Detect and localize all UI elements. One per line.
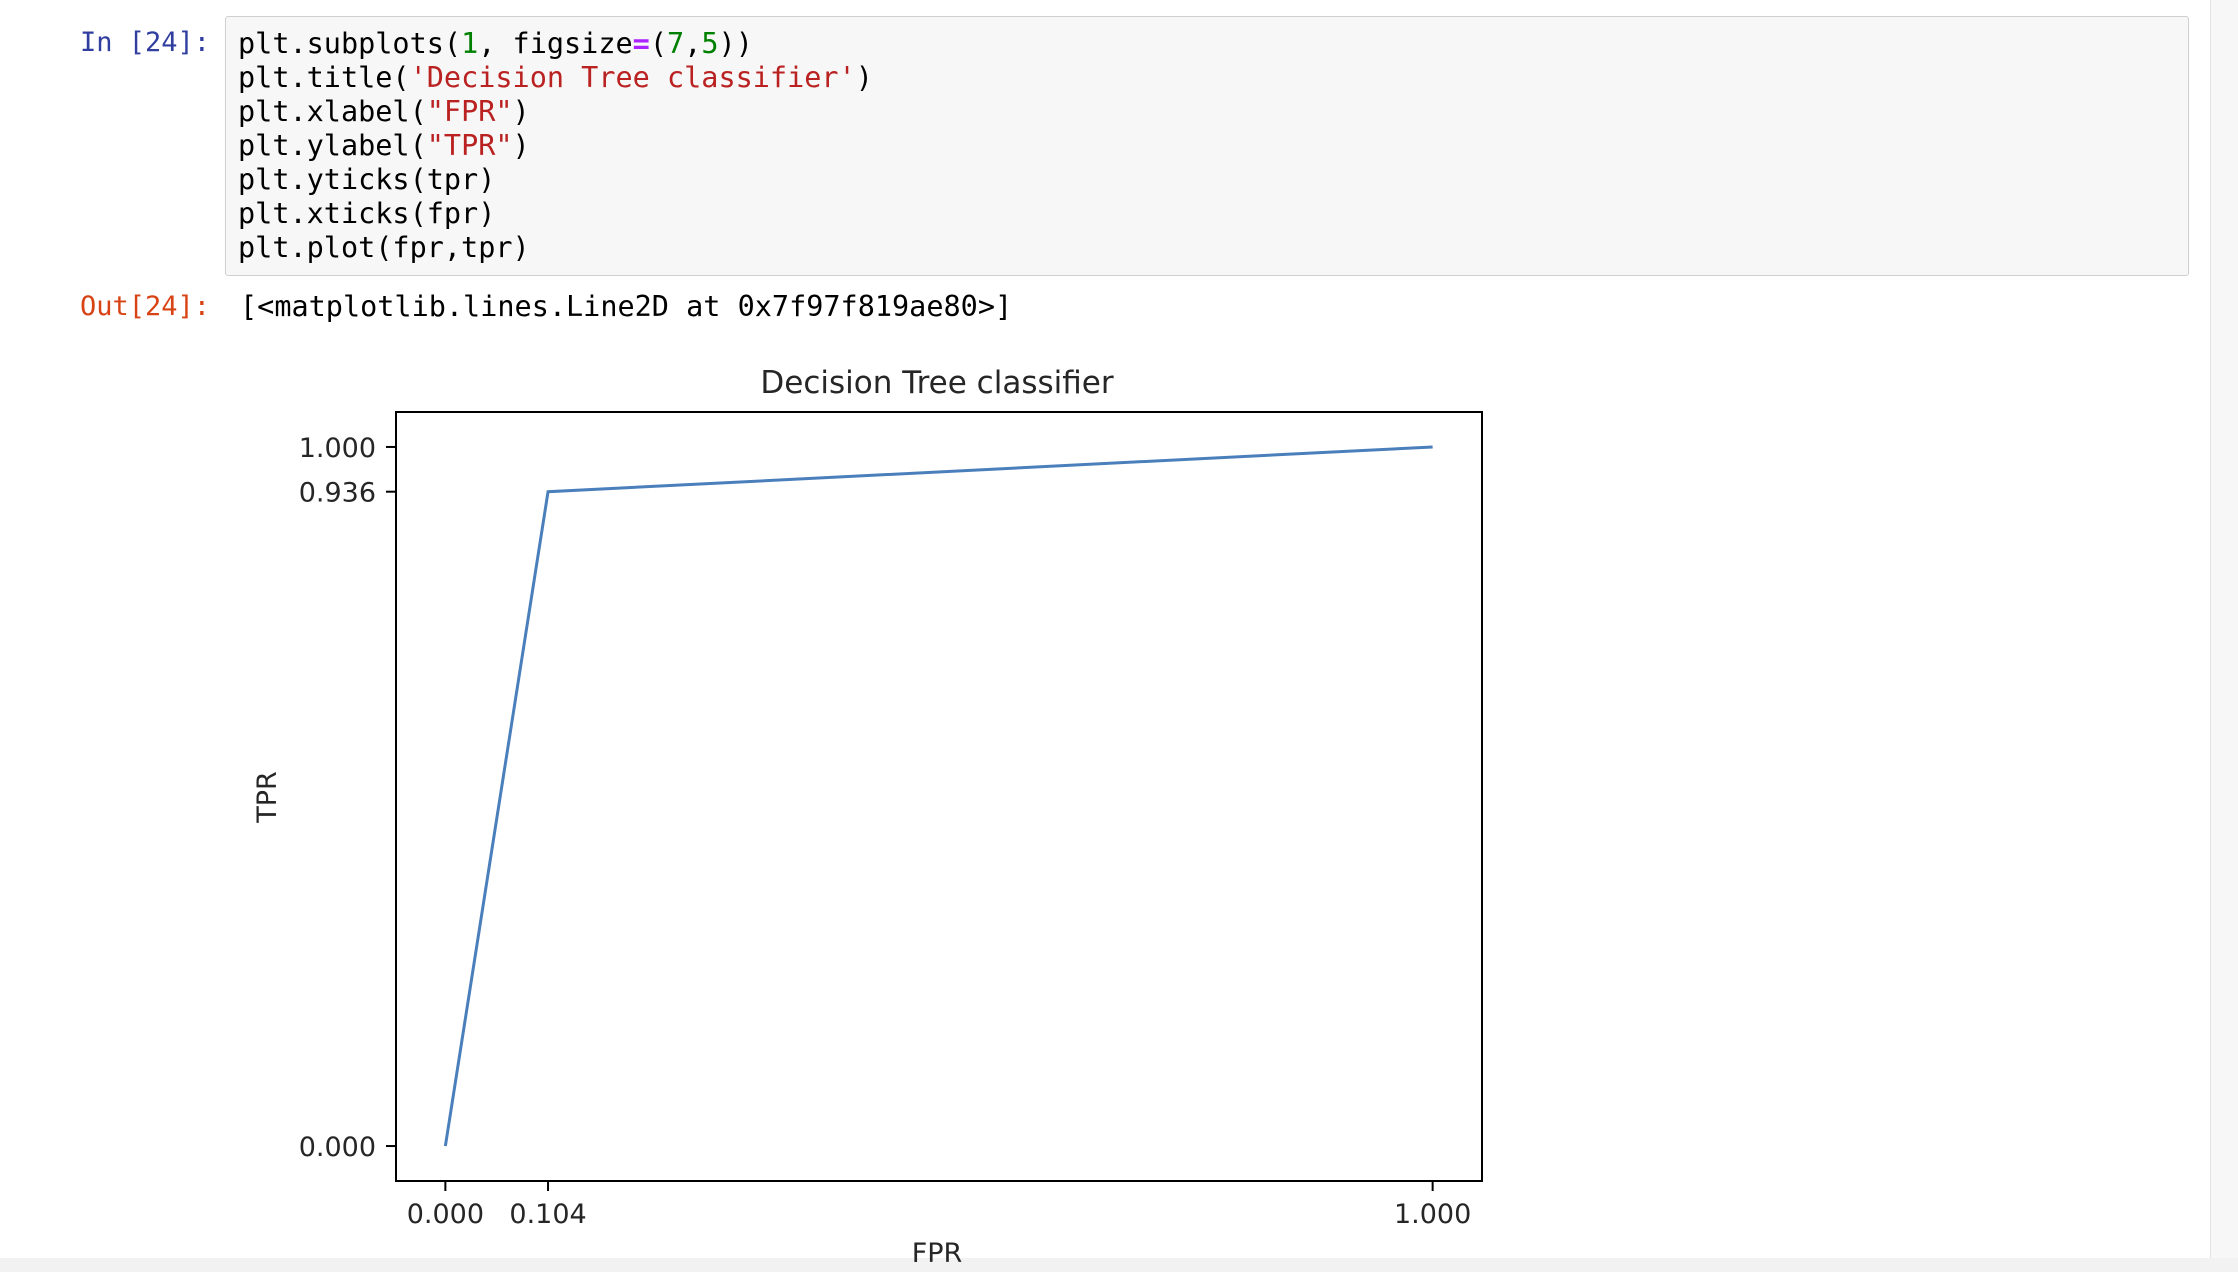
code-line-1: plt.subplots(1, figsize=(7,5)): [238, 27, 753, 60]
code-line-5: plt.yticks(tpr): [238, 163, 496, 196]
scrollbar[interactable]: [2210, 0, 2238, 1272]
plot-frame: [395, 411, 1483, 1182]
code-line-4: plt.ylabel("TPR"): [238, 129, 530, 162]
input-prompt: In [24]:: [80, 27, 211, 58]
code-line-2: plt.title('Decision Tree classifier'): [238, 61, 873, 94]
x-axis-ticks: 0.000 0.104 1.000: [407, 1181, 1471, 1230]
chart-title: Decision Tree classifier: [760, 365, 1113, 401]
output-text: [<matplotlib.lines.Line2D at 0x7f97f819a…: [240, 290, 1013, 323]
x-tick-label: 0.104: [509, 1199, 586, 1230]
x-tick-label: 1.000: [1394, 1199, 1471, 1230]
y-tick-label: 1.000: [299, 433, 376, 464]
code-line-3: plt.xlabel("FPR"): [238, 95, 530, 128]
y-tick-label: 0.936: [299, 478, 376, 509]
code-line-7: plt.plot(fpr,tpr): [238, 231, 530, 264]
output-prompt: Out[24]:: [80, 291, 211, 322]
x-tick-label: 0.000: [407, 1199, 484, 1230]
x-axis-label: FPR: [912, 1238, 963, 1269]
y-axis-ticks: 0.000 0.936 1.000: [299, 433, 396, 1163]
roc-curve-line: [443, 445, 1433, 1147]
y-tick-label: 0.000: [299, 1132, 376, 1163]
code-cell[interactable]: plt.subplots(1, figsize=(7,5)) plt.title…: [225, 16, 2189, 276]
bottom-edge: [0, 1258, 2238, 1272]
code-line-6: plt.xticks(fpr): [238, 197, 496, 230]
y-axis-label: TPR: [252, 771, 283, 824]
